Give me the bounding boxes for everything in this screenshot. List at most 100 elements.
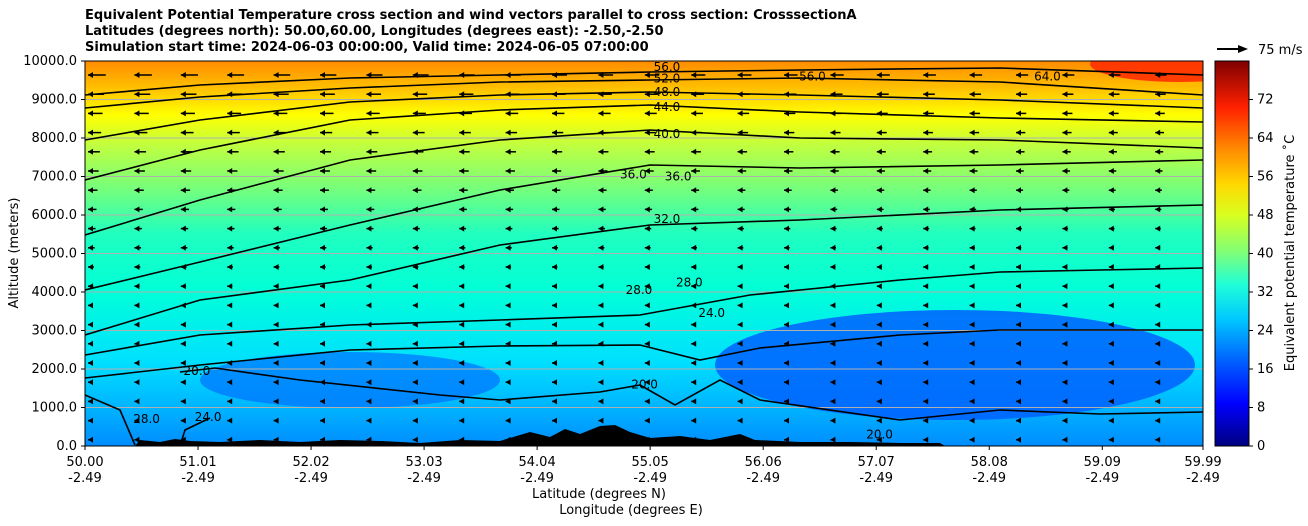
- colorbar-tick-label: 40: [1257, 247, 1274, 262]
- wind-arrow: [737, 360, 743, 366]
- wind-arrow: [552, 360, 557, 366]
- x-tick-label-lon: -2.49: [1085, 471, 1119, 486]
- wind-arrow: [830, 360, 836, 366]
- wind-arrow: [1155, 379, 1161, 386]
- y-tick-label: 0.0: [56, 439, 77, 454]
- wind-arrow: [923, 187, 931, 194]
- wind-arrow: [598, 168, 608, 174]
- wind-arrow: [180, 302, 186, 309]
- wind-arrow: [552, 110, 565, 117]
- wind-arrow: [830, 321, 836, 328]
- wind-arrow: [784, 283, 789, 290]
- wind-arrow: [1016, 283, 1021, 290]
- wind-arrow: [691, 302, 697, 309]
- wind-arrow: [88, 417, 93, 424]
- wind-arrow: [552, 129, 564, 136]
- wind-arrow: [923, 168, 932, 174]
- wind-arrow: [737, 244, 744, 251]
- wind-arrow: [273, 321, 279, 328]
- wind-arrow: [134, 148, 147, 155]
- wind-arrow: [737, 168, 747, 174]
- x-tick-label-lon: -2.49: [520, 471, 554, 486]
- wind-arrow: [784, 187, 792, 194]
- wind-arrow: [1016, 148, 1025, 155]
- wind-arrow: [1062, 379, 1068, 386]
- wind-arrow: [1108, 283, 1114, 290]
- wind-arrow: [737, 206, 745, 213]
- wind-arrow: [1155, 129, 1164, 136]
- temperature-field: 56.052.048.044.040.036.0 36.032.028.028.0…: [85, 61, 1203, 446]
- y-tick-label: 5000.0: [32, 247, 78, 262]
- wind-arrow: [737, 398, 743, 405]
- wind-arrow: [923, 398, 929, 405]
- wind-arrow: [598, 264, 604, 270]
- wind-arrow: [180, 283, 187, 290]
- wind-arrow: [876, 360, 882, 366]
- wind-arrow: [598, 283, 604, 290]
- wind-arrow: [876, 283, 882, 290]
- wind-arrow: [969, 225, 976, 232]
- wind-arrow: [366, 321, 372, 328]
- wind-arrow: [320, 283, 326, 290]
- wind-arrow: [227, 225, 235, 232]
- wind-arrow: [1155, 206, 1162, 213]
- wind-arrow: [644, 264, 651, 270]
- wind-arrow: [320, 187, 329, 194]
- quiver-key: 75 m/s: [1217, 43, 1303, 58]
- wind-arrow: [1108, 264, 1114, 270]
- wind-arrow: [598, 379, 604, 386]
- wind-arrow: [969, 110, 981, 117]
- wind-arrow: [737, 91, 751, 98]
- wind-arrow: [412, 148, 424, 155]
- isotherm: [85, 129, 1203, 236]
- wind-arrow: [598, 187, 607, 194]
- wind-arrow: [876, 264, 882, 270]
- wind-arrow: [830, 264, 836, 270]
- wind-arrow: [923, 360, 929, 366]
- isotherm: [85, 204, 1203, 336]
- contour-label: 24.0: [195, 410, 222, 424]
- wind-arrow: [505, 129, 518, 136]
- wind-arrow: [88, 379, 93, 386]
- wind-arrow: [784, 110, 796, 117]
- terrain: [135, 425, 945, 446]
- wind-arrow: [737, 110, 750, 117]
- wind-arrow: [320, 340, 325, 347]
- wind-arrow: [273, 72, 291, 78]
- wind-arrow: [923, 379, 929, 386]
- wind-arrow: [1155, 340, 1161, 347]
- wind-arrow: [227, 72, 245, 78]
- wind-arrow: [1062, 340, 1068, 347]
- wind-arrow: [691, 321, 697, 328]
- wind-arrow: [598, 129, 610, 136]
- wind-arrow: [691, 379, 697, 386]
- colorbar-label: Equivalent potential temperature ˚C: [1282, 135, 1298, 371]
- wind-arrow: [273, 110, 288, 117]
- wind-arrow: [1062, 168, 1071, 174]
- wind-arrow: [505, 360, 511, 366]
- contour-label: 24.0: [698, 306, 725, 320]
- cold-pool-north: [715, 310, 1195, 420]
- wind-arrow: [644, 283, 650, 290]
- wind-arrow: [88, 244, 95, 251]
- wind-arrow: [459, 417, 465, 424]
- x-tick-label-lon: -2.49: [68, 471, 102, 486]
- contour-label: 36.0: [665, 170, 692, 184]
- wind-arrow: [459, 302, 465, 309]
- contour-label: 28.0: [133, 412, 160, 426]
- wind-arrow: [876, 206, 884, 213]
- isotherm: [85, 104, 1203, 181]
- wind-arrow: [412, 168, 423, 174]
- title-line-2: Latitudes (degrees north): 50.00,60.00, …: [85, 24, 664, 39]
- wind-arrow: [88, 72, 106, 78]
- y-tick-label: 4000.0: [32, 285, 78, 300]
- wind-arrow: [784, 129, 795, 136]
- wind-arrow: [1108, 168, 1117, 174]
- wind-arrow: [1016, 398, 1021, 405]
- y-tick-label: 6000.0: [32, 208, 78, 223]
- wind-arrow: [134, 110, 149, 117]
- wind-arrow: [505, 264, 512, 270]
- y-tick-label: 7000.0: [32, 170, 78, 185]
- wind-arrow: [830, 302, 836, 309]
- wind-arrow: [505, 187, 515, 194]
